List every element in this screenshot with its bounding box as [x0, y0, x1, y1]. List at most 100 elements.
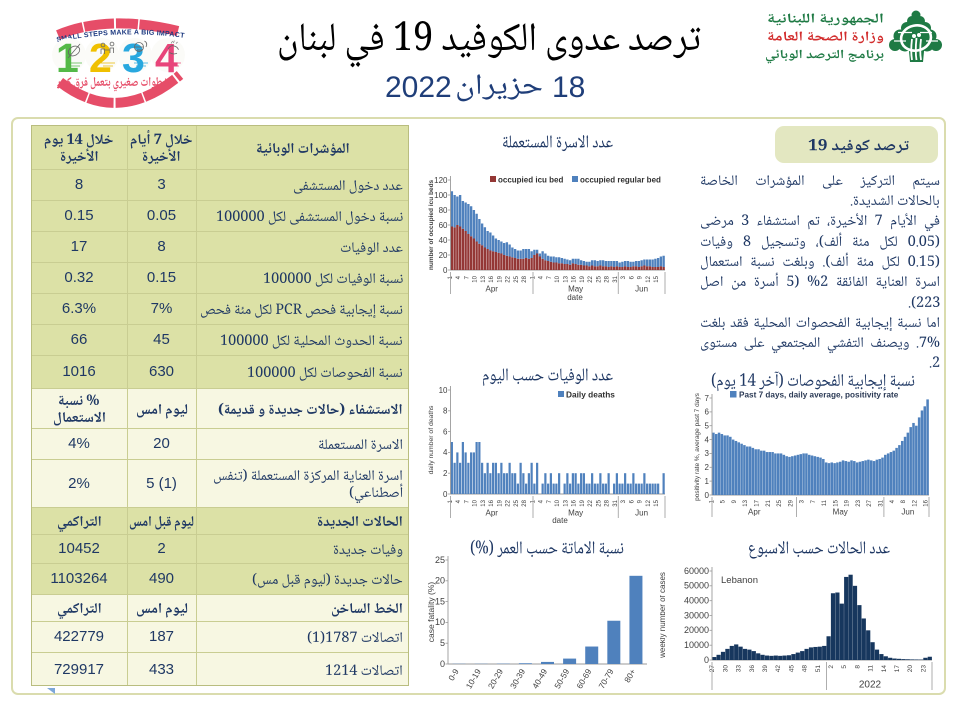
- svg-text:31: 31: [879, 499, 885, 506]
- svg-text:Daily deaths: Daily deaths: [566, 390, 615, 400]
- svg-text:25: 25: [596, 275, 602, 282]
- svg-text:Jun: Jun: [635, 509, 648, 518]
- svg-text:25: 25: [777, 499, 783, 506]
- svg-text:48: 48: [802, 665, 809, 673]
- svg-text:11: 11: [822, 499, 828, 506]
- svg-text:7: 7: [464, 275, 470, 279]
- svg-text:16: 16: [924, 499, 930, 506]
- svg-text:Lebanon: Lebanon: [721, 575, 758, 586]
- svg-text:Apr: Apr: [486, 509, 499, 518]
- svg-text:4: 4: [456, 499, 462, 503]
- svg-text:8: 8: [901, 499, 907, 503]
- svg-text:2: 2: [89, 35, 112, 81]
- svg-text:16: 16: [489, 275, 495, 282]
- svg-text:25: 25: [514, 275, 520, 282]
- svg-text:60-69: 60-69: [574, 667, 593, 691]
- svg-text:27: 27: [709, 665, 716, 673]
- svg-text:28: 28: [605, 275, 611, 282]
- svg-text:9: 9: [638, 499, 644, 503]
- svg-text:25: 25: [514, 499, 520, 506]
- svg-text:20: 20: [439, 251, 448, 260]
- svg-text:80: 80: [439, 206, 448, 215]
- svg-text:17: 17: [894, 665, 901, 673]
- svg-text:0: 0: [704, 655, 709, 665]
- svg-text:40000: 40000: [684, 596, 709, 606]
- svg-text:10-19: 10-19: [464, 667, 483, 691]
- svg-text:13: 13: [563, 499, 569, 506]
- svg-text:3: 3: [122, 35, 145, 81]
- svg-text:29: 29: [788, 499, 794, 506]
- svg-text:45: 45: [788, 665, 795, 673]
- svg-text:weekly number of cases: weekly number of cases: [660, 572, 667, 659]
- svg-text:15: 15: [654, 275, 660, 282]
- svg-text:23: 23: [920, 665, 927, 673]
- svg-text:16: 16: [572, 275, 578, 282]
- svg-text:1: 1: [709, 499, 715, 503]
- svg-text:occupied icu bed: occupied icu bed: [498, 176, 563, 185]
- svg-text:7: 7: [464, 499, 470, 503]
- svg-text:50-59: 50-59: [552, 667, 571, 691]
- svg-text:0: 0: [440, 659, 445, 669]
- svg-text:0: 0: [443, 266, 448, 275]
- svg-text:3: 3: [621, 275, 627, 279]
- svg-text:5: 5: [721, 499, 727, 503]
- svg-text:22: 22: [506, 275, 512, 282]
- svg-text:6: 6: [629, 275, 635, 279]
- svg-text:9: 9: [732, 499, 738, 503]
- svg-text:7: 7: [547, 499, 553, 503]
- svg-text:17: 17: [755, 499, 761, 506]
- svg-text:4: 4: [443, 448, 448, 457]
- svg-text:10: 10: [555, 275, 561, 282]
- svg-text:Past 7 days, daily average, po: Past 7 days, daily average, positivity r…: [739, 391, 899, 400]
- svg-text:2: 2: [443, 469, 448, 478]
- svg-text:4: 4: [890, 499, 896, 503]
- svg-text:11: 11: [868, 665, 875, 672]
- svg-text:30-39: 30-39: [508, 667, 527, 691]
- svg-text:May: May: [833, 508, 848, 517]
- svg-text:50000: 50000: [684, 581, 709, 591]
- svg-text:10: 10: [555, 499, 561, 506]
- svg-text:33: 33: [736, 665, 743, 673]
- svg-text:31: 31: [613, 499, 619, 506]
- svg-text:25: 25: [596, 499, 602, 506]
- svg-text:daily number of deaths: daily number of deaths: [428, 405, 435, 474]
- svg-text:19: 19: [580, 499, 586, 506]
- svg-text:21: 21: [766, 499, 772, 506]
- svg-text:30000: 30000: [684, 610, 709, 620]
- svg-text:20-29: 20-29: [486, 667, 505, 691]
- svg-text:4: 4: [539, 499, 545, 503]
- svg-text:80+: 80+: [622, 667, 638, 684]
- svg-text:6: 6: [443, 427, 448, 436]
- svg-text:10: 10: [473, 275, 479, 282]
- svg-text:7: 7: [811, 499, 817, 503]
- svg-text:23: 23: [856, 499, 862, 506]
- svg-text:120: 120: [434, 176, 448, 185]
- svg-text:19: 19: [497, 499, 503, 506]
- svg-text:22: 22: [506, 499, 512, 506]
- svg-text:6: 6: [629, 499, 635, 503]
- svg-text:6: 6: [705, 408, 710, 417]
- svg-text:39: 39: [762, 665, 769, 673]
- svg-text:3: 3: [705, 449, 710, 458]
- svg-text:date: date: [567, 293, 583, 302]
- svg-text:40-49: 40-49: [530, 667, 549, 691]
- svg-text:Apr: Apr: [748, 508, 761, 517]
- svg-text:7: 7: [547, 275, 553, 279]
- svg-text:8: 8: [443, 407, 448, 416]
- svg-text:2022: 2022: [859, 680, 882, 691]
- svg-text:occupied regular bed: occupied regular bed: [580, 176, 661, 185]
- svg-text:8: 8: [854, 665, 861, 669]
- svg-text:20: 20: [907, 665, 914, 673]
- svg-text:70-79: 70-79: [596, 667, 615, 691]
- svg-text:13: 13: [563, 275, 569, 282]
- svg-text:51: 51: [815, 665, 822, 673]
- svg-text:60: 60: [439, 221, 448, 230]
- svg-text:15: 15: [833, 499, 839, 506]
- svg-text:13: 13: [743, 499, 749, 506]
- svg-text:27: 27: [867, 499, 873, 506]
- svg-text:case fatality (%): case fatality (%): [426, 582, 436, 643]
- svg-text:4: 4: [705, 435, 710, 444]
- svg-text:Apr: Apr: [486, 285, 499, 294]
- svg-text:Jun: Jun: [901, 508, 914, 517]
- svg-text:4: 4: [456, 275, 462, 279]
